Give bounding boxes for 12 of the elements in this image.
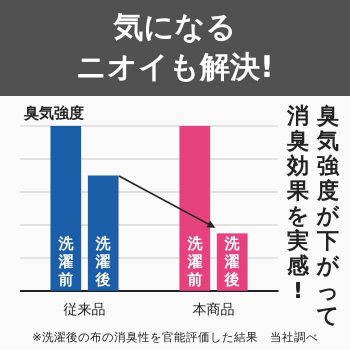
chart-title: 気になる	[112, 9, 238, 47]
text: 洗濯前	[187, 234, 202, 289]
text: 洗濯後	[96, 234, 111, 289]
series-label: 洗濯後	[224, 234, 241, 289]
text: ※洗濯後の布の消臭性を官能評価した結果 当社調べ	[31, 330, 319, 345]
chart-subtitle: ニオイも解決!	[75, 49, 275, 87]
text: 臭気強度が下がって	[316, 104, 340, 329]
x-tick-label: 従来品	[64, 302, 106, 318]
x-tick-label: 本商品	[192, 302, 234, 318]
y-axis-title: 臭気強度	[24, 104, 84, 123]
series-label: 洗濯前	[57, 234, 74, 289]
text: 消臭効果を実感!	[286, 104, 310, 304]
